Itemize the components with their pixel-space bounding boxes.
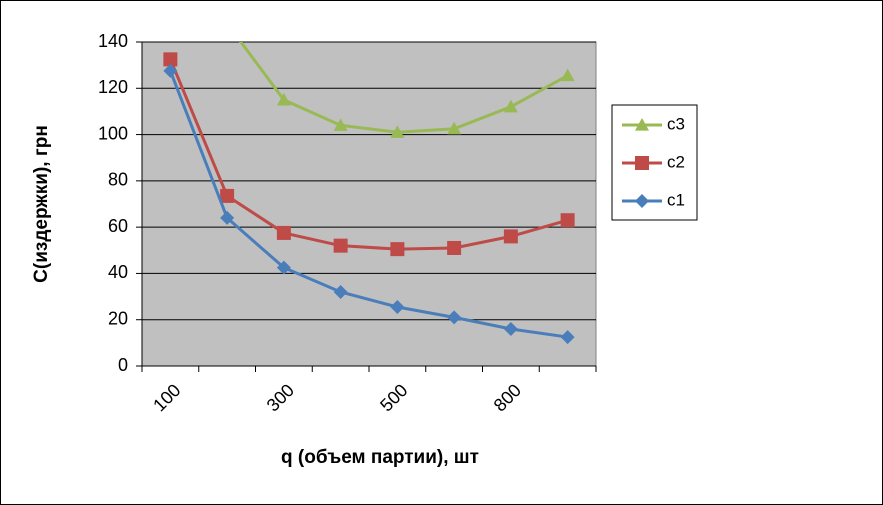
marker bbox=[390, 299, 405, 314]
series-line bbox=[168, 70, 568, 339]
x-axis-title: q (объем партии), шт bbox=[281, 447, 479, 468]
marker bbox=[447, 121, 462, 135]
marker bbox=[503, 229, 518, 244]
marker bbox=[635, 118, 649, 131]
marker bbox=[276, 260, 291, 275]
y-tick-label: 60 bbox=[108, 216, 128, 236]
marker bbox=[333, 238, 348, 253]
series bbox=[163, 52, 575, 257]
legend: c3 c2 c1 bbox=[611, 104, 698, 221]
marker bbox=[560, 213, 575, 228]
y-tick-label: 140 bbox=[98, 31, 128, 51]
marker bbox=[220, 188, 235, 203]
y-tick-label: 100 bbox=[98, 123, 128, 143]
series bbox=[163, 63, 575, 345]
marker bbox=[635, 194, 649, 208]
marker bbox=[333, 118, 348, 131]
series-line bbox=[239, 42, 569, 134]
y-tick-label: 80 bbox=[108, 170, 128, 190]
marker bbox=[220, 210, 235, 225]
series-line bbox=[168, 58, 569, 251]
legend-label: c2 bbox=[667, 152, 685, 171]
marker bbox=[635, 156, 649, 170]
marker bbox=[447, 240, 462, 255]
marker bbox=[390, 125, 405, 138]
y-tick-label: 120 bbox=[98, 77, 128, 97]
y-tick-label: 0 bbox=[118, 355, 128, 375]
y-tick-label: 40 bbox=[108, 262, 128, 282]
legend-label: c1 bbox=[667, 190, 685, 209]
plot-area bbox=[141, 41, 597, 367]
marker bbox=[276, 92, 291, 106]
y-axis-title: С(издержки), грн bbox=[31, 125, 52, 283]
marker bbox=[503, 99, 518, 113]
marker bbox=[333, 284, 348, 299]
marker bbox=[560, 330, 575, 345]
marker bbox=[390, 242, 405, 257]
marker bbox=[503, 321, 518, 336]
series bbox=[239, 42, 575, 138]
marker bbox=[276, 225, 291, 240]
marker bbox=[447, 310, 462, 325]
marker bbox=[560, 68, 575, 82]
y-tick-label: 20 bbox=[108, 308, 128, 328]
legend-label: c3 bbox=[667, 114, 685, 133]
marker bbox=[163, 52, 178, 67]
marker bbox=[163, 63, 178, 78]
